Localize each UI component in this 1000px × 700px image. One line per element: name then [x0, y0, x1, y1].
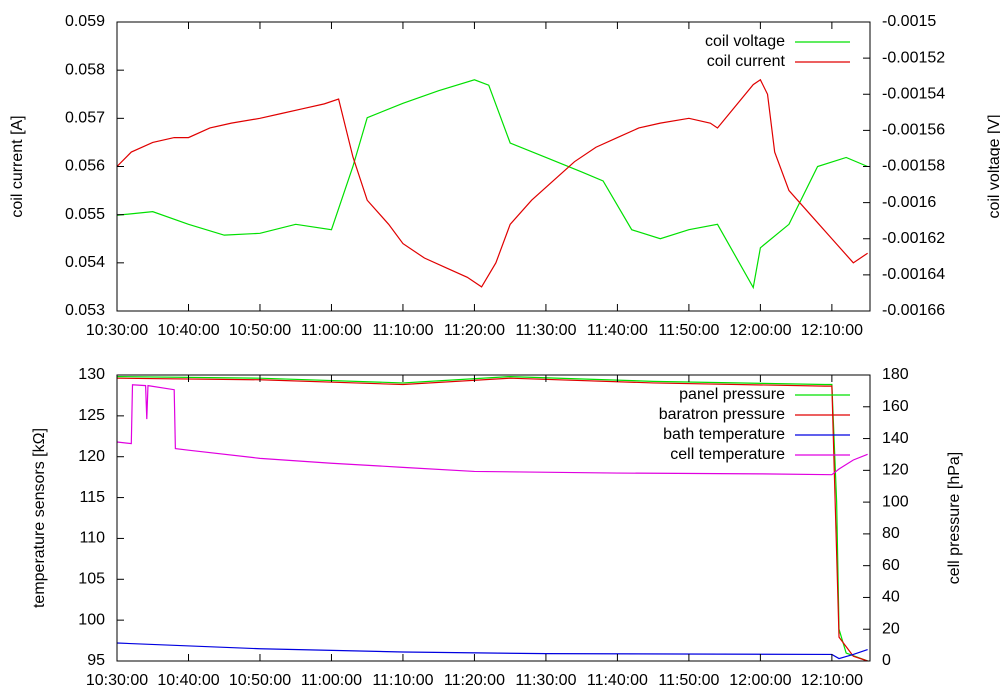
- y-tick-label: 130: [78, 366, 105, 383]
- y2-tick-label: 80: [882, 525, 900, 542]
- legend-label: coil current: [707, 53, 786, 70]
- y2-tick-label: 180: [882, 366, 909, 383]
- x-tick-label: 11:10:00: [372, 322, 433, 339]
- y-tick-label: 115: [79, 489, 105, 506]
- x-tick-label: 11:30:00: [515, 672, 576, 689]
- series-line: [117, 79, 868, 290]
- y-tick-label: 125: [78, 407, 105, 424]
- y2-tick-label: -0.00158: [882, 158, 945, 175]
- x-tick-label: 10:30:00: [86, 322, 148, 339]
- x-tick-label: 11:40:00: [587, 322, 648, 339]
- y2-axis-label: cell pressure [hPa]: [946, 452, 963, 585]
- y2-tick-label: 100: [882, 493, 909, 510]
- y2-tick-label: -0.0015: [882, 13, 936, 30]
- y2-tick-label: -0.0016: [882, 194, 936, 211]
- x-tick-label: 11:20:00: [444, 322, 505, 339]
- y2-tick-label: -0.00164: [882, 266, 945, 283]
- y-tick-label: 0.053: [65, 302, 105, 319]
- y-tick-label: 110: [79, 530, 105, 547]
- x-tick-label: 11:50:00: [658, 672, 719, 689]
- y2-tick-label: 40: [882, 589, 900, 606]
- y2-tick-label: 60: [882, 557, 900, 574]
- legend-label: panel pressure: [679, 386, 785, 403]
- legend-label: coil voltage: [705, 33, 785, 50]
- y2-tick-label: -0.00156: [882, 122, 945, 139]
- y-tick-label: 0.056: [65, 158, 105, 175]
- x-tick-label: 10:40:00: [157, 672, 219, 689]
- x-tick-label: 11:20:00: [444, 672, 505, 689]
- x-tick-label: 12:00:00: [729, 672, 791, 689]
- y-tick-label: 105: [78, 571, 105, 588]
- x-tick-label: 11:10:00: [372, 672, 433, 689]
- y2-tick-label: 20: [882, 620, 900, 637]
- y2-tick-label: 0: [882, 652, 891, 669]
- plot-frame: [116, 374, 871, 662]
- series-line: [117, 78, 868, 288]
- x-tick-label: 10:50:00: [229, 322, 291, 339]
- y-tick-label: 120: [78, 448, 105, 465]
- y-tick-label: 0.057: [65, 110, 105, 127]
- x-tick-label: 10:50:00: [229, 672, 291, 689]
- x-tick-label: 11:30:00: [515, 322, 576, 339]
- x-tick-label: 12:00:00: [729, 322, 791, 339]
- series-line: [117, 375, 868, 661]
- y-axis-label: coil current [A]: [9, 115, 26, 217]
- y2-tick-label: 140: [882, 430, 909, 447]
- y-tick-label: 100: [78, 611, 105, 628]
- legend-label: bath temperature: [663, 426, 785, 443]
- y2-tick-label: -0.00166: [882, 302, 945, 319]
- x-tick-label: 12:10:00: [801, 672, 863, 689]
- y2-tick-label: -0.00152: [882, 49, 945, 66]
- y-tick-label: 0.059: [65, 13, 105, 30]
- y-tick-label: 0.058: [65, 61, 105, 78]
- x-tick-label: 11:00:00: [301, 672, 362, 689]
- legend-label: cell temperature: [670, 446, 785, 463]
- y-tick-label: 95: [87, 652, 105, 669]
- y2-tick-label: -0.00162: [882, 230, 945, 247]
- legend-label: baratron pressure: [659, 406, 785, 423]
- series-line: [117, 377, 868, 661]
- x-tick-label: 12:10:00: [801, 322, 863, 339]
- series-line: [117, 384, 868, 476]
- y2-axis-label: coil voltage [V]: [986, 114, 1000, 218]
- y-tick-label: 0.054: [65, 254, 105, 271]
- x-tick-label: 11:50:00: [658, 322, 719, 339]
- y2-tick-label: -0.00154: [882, 85, 945, 102]
- x-tick-label: 11:40:00: [587, 672, 648, 689]
- y2-tick-label: 160: [882, 398, 909, 415]
- x-tick-label: 10:30:00: [86, 672, 148, 689]
- x-tick-label: 10:40:00: [157, 322, 219, 339]
- x-tick-label: 11:00:00: [301, 322, 362, 339]
- y2-tick-label: 120: [882, 462, 909, 479]
- y-tick-label: 0.055: [65, 206, 105, 223]
- series-line: [117, 642, 868, 660]
- y-axis-label: temperature sensors [kΩ]: [31, 428, 48, 608]
